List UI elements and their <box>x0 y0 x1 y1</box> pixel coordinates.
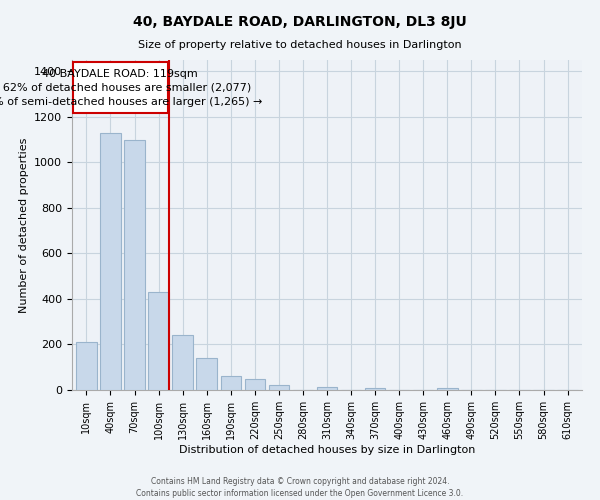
Text: 40, BAYDALE ROAD, DARLINGTON, DL3 8JU: 40, BAYDALE ROAD, DARLINGTON, DL3 8JU <box>133 15 467 29</box>
Text: 40 BAYDALE ROAD: 119sqm
← 62% of detached houses are smaller (2,077)
38% of semi: 40 BAYDALE ROAD: 119sqm ← 62% of detache… <box>0 69 262 107</box>
Bar <box>100 133 121 390</box>
Bar <box>148 292 169 390</box>
Bar <box>245 380 265 390</box>
Bar <box>317 388 337 390</box>
Bar <box>365 388 385 390</box>
Bar <box>221 376 241 390</box>
Y-axis label: Number of detached properties: Number of detached properties <box>19 138 29 312</box>
X-axis label: Distribution of detached houses by size in Darlington: Distribution of detached houses by size … <box>179 444 475 454</box>
Bar <box>269 386 289 390</box>
Bar <box>196 358 217 390</box>
Bar <box>76 342 97 390</box>
Bar <box>172 336 193 390</box>
Bar <box>124 140 145 390</box>
Text: Size of property relative to detached houses in Darlington: Size of property relative to detached ho… <box>138 40 462 50</box>
Bar <box>437 388 458 390</box>
FancyBboxPatch shape <box>73 62 167 114</box>
Text: Contains HM Land Registry data © Crown copyright and database right 2024.
Contai: Contains HM Land Registry data © Crown c… <box>136 476 464 498</box>
